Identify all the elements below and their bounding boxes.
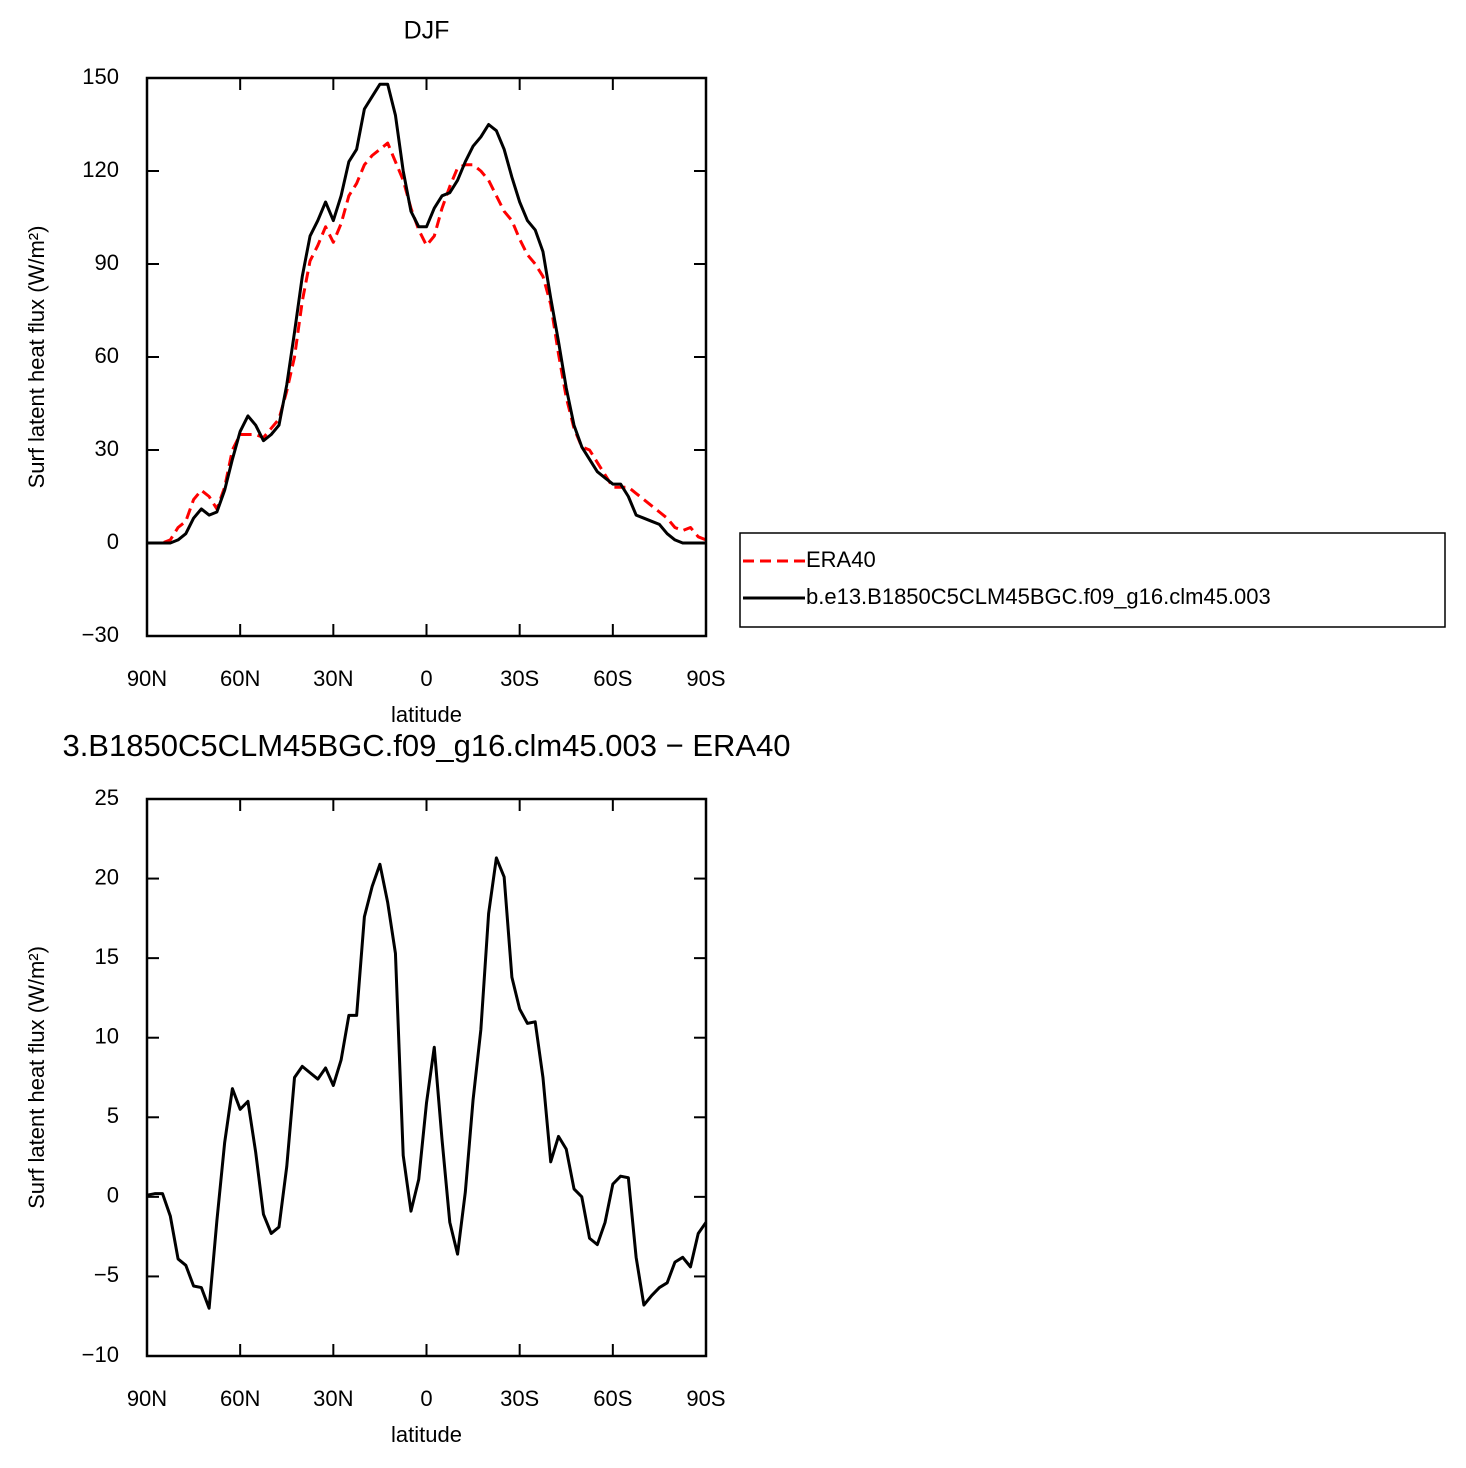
data-line	[147, 141, 707, 545]
x-tick-label: 30N	[313, 1386, 353, 1411]
y-tick-label: −10	[82, 1342, 119, 1367]
y-axis-label: Surf latent heat flux (W/m²)	[24, 946, 49, 1209]
x-axis-label: latitude	[391, 702, 462, 727]
y-tick-label: 5	[107, 1103, 119, 1128]
y-tick-label: 30	[95, 436, 119, 461]
x-tick-label: 90S	[686, 666, 725, 691]
x-tick-label: 60S	[593, 1386, 632, 1411]
x-tick-label: 60S	[593, 666, 632, 691]
plot-frame	[145, 797, 708, 1358]
x-tick-label: 30N	[313, 666, 353, 691]
y-tick-label: 60	[95, 343, 119, 368]
y-tick-label: 150	[82, 64, 119, 89]
y-tick-label: 10	[95, 1024, 119, 1049]
y-tick-label: 120	[82, 157, 119, 182]
y-tick-label: 15	[95, 944, 119, 969]
legend-label: ERA40	[806, 547, 876, 572]
y-tick-label: 90	[95, 250, 119, 275]
y-tick-label: −5	[94, 1262, 119, 1287]
x-tick-label: 60N	[220, 1386, 260, 1411]
x-tick-label: 90N	[127, 1386, 167, 1411]
y-tick-label: 25	[95, 785, 119, 810]
legend-label: b.e13.B1850C5CLM45BGC.f09_g16.clm45.003	[806, 584, 1271, 609]
y-tick-label: 0	[107, 1183, 119, 1208]
y-axis-label: Surf latent heat flux (W/m²)	[24, 226, 49, 489]
x-tick-label: 90S	[686, 1386, 725, 1411]
x-tick-label: 30S	[500, 666, 539, 691]
x-tick-label: 0	[420, 1386, 432, 1411]
x-tick-label: 60N	[220, 666, 260, 691]
plot-frame	[145, 76, 708, 638]
data-line	[146, 856, 708, 1310]
y-tick-label: 20	[95, 864, 119, 889]
data-line	[147, 82, 706, 545]
y-tick-label: 0	[107, 529, 119, 554]
y-tick-label: −30	[82, 622, 119, 647]
chart-title: DJF	[404, 17, 450, 45]
x-tick-label: 0	[420, 666, 432, 691]
legend-box	[739, 532, 1446, 628]
x-axis-label: latitude	[391, 1422, 462, 1447]
chart-title: 3.B1850C5CLM45BGC.f09_g16.clm45.003 − ER…	[62, 728, 790, 763]
x-tick-label: 90N	[127, 666, 167, 691]
x-tick-label: 30S	[500, 1386, 539, 1411]
